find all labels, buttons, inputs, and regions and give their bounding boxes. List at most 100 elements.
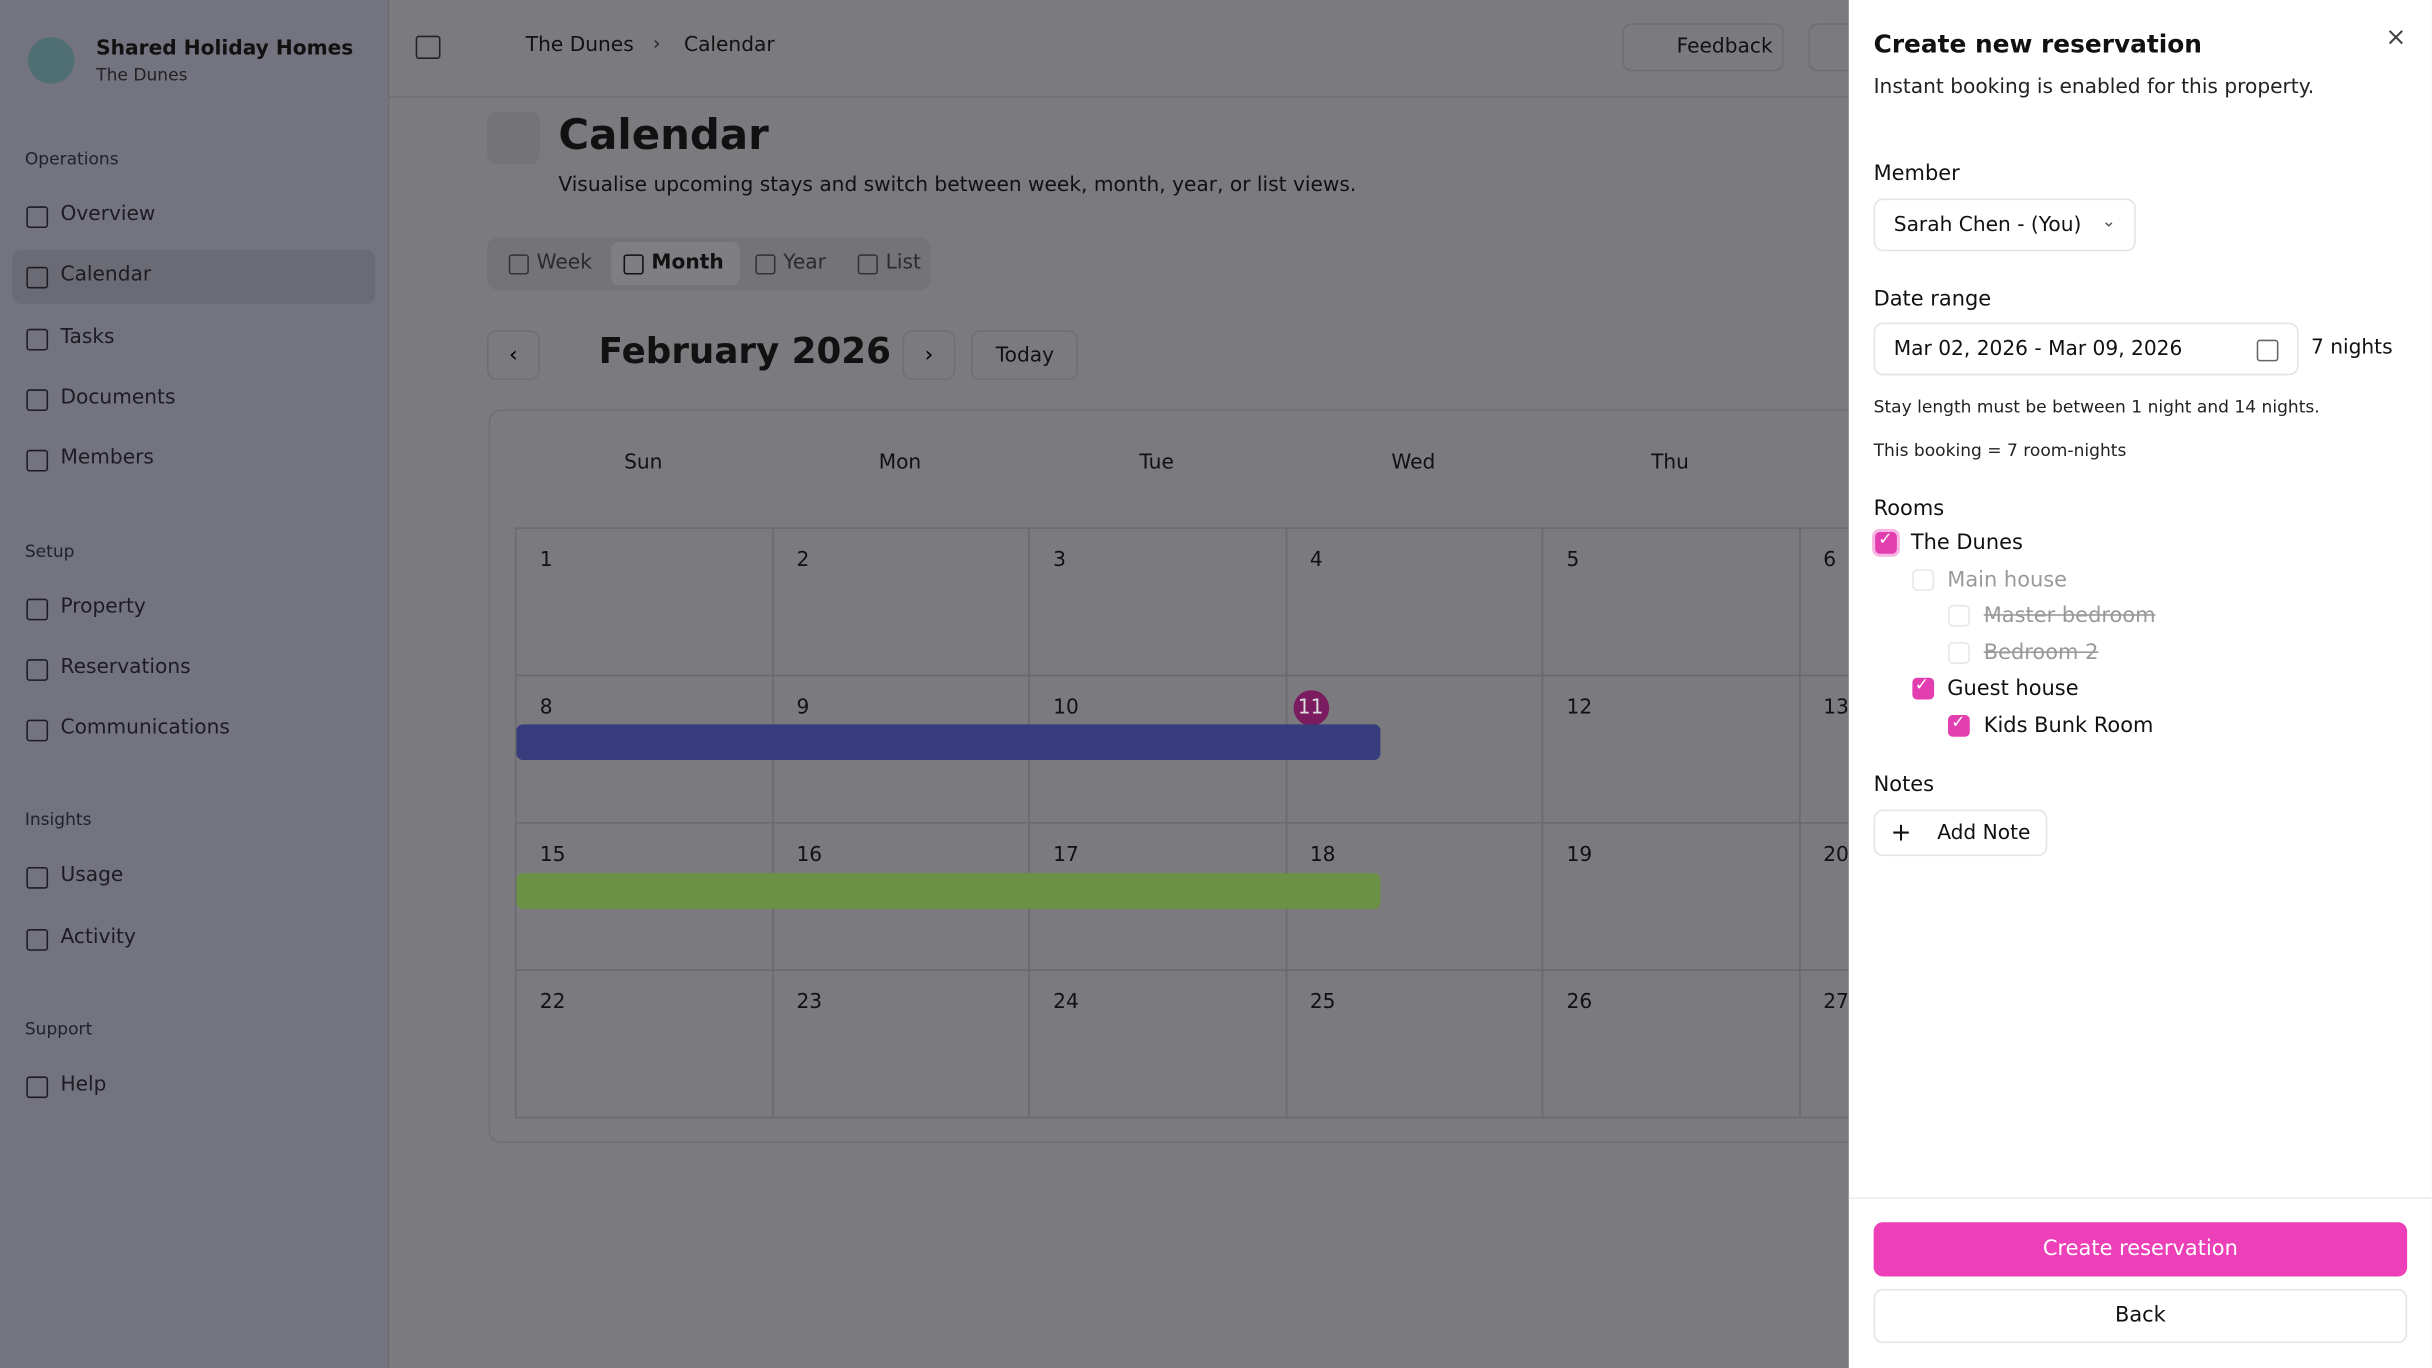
day-number: 3 — [1053, 549, 1066, 573]
weekday: Sun — [624, 451, 663, 475]
day-number: 15 — [539, 843, 566, 868]
nav-icon — [26, 450, 49, 472]
reservation-panel: Create new reservation × Instant booking… — [1848, 0, 2432, 1368]
member-select[interactable]: Sarah Chen - (You) ⌄ — [1873, 198, 2136, 252]
nav-item[interactable]: Usage — [12, 851, 375, 905]
checkbox[interactable]: ✓ — [1875, 529, 1897, 554]
nav-label: Communications — [60, 716, 230, 740]
checkbox[interactable]: ✓ — [1911, 674, 1934, 700]
day-number: 23 — [796, 991, 823, 1015]
property-name: The Dunes — [96, 65, 188, 86]
nav-item[interactable]: Communications — [12, 703, 375, 757]
nav-icon — [26, 267, 49, 289]
breadcrumb-item[interactable]: The Dunes — [525, 34, 634, 58]
day-cell[interactable]: 26 — [1541, 969, 1800, 1119]
sidebar-toggle[interactable] — [415, 35, 441, 59]
view-label: Month — [651, 251, 724, 275]
day-cell[interactable]: 2 — [771, 527, 1030, 677]
day-number: 18 — [1309, 843, 1336, 868]
nav-icon — [26, 928, 49, 951]
room-label: The Dunes — [1910, 530, 2023, 556]
day-number: 10 — [1053, 696, 1079, 720]
view-tab[interactable]: Month — [611, 241, 740, 286]
day-cell[interactable]: 24 — [1028, 969, 1287, 1119]
day-cell[interactable]: 19 — [1541, 822, 1800, 971]
room-tree: ✓ The Dunes Main house Master bedroom Bedroo… — [1849, 526, 2432, 759]
next-month[interactable]: › — [902, 330, 956, 380]
nav-label: Usage — [60, 864, 124, 888]
nav-item[interactable]: Activity — [12, 912, 375, 966]
room-nights: This booking = 7 room-nights — [1873, 440, 2127, 461]
nav-icon — [26, 389, 49, 411]
room-label: Kids Bunk Room — [1983, 712, 2154, 738]
nav-item[interactable]: Help — [12, 1059, 375, 1113]
prev-month[interactable]: ‹ — [487, 330, 540, 380]
day-cell[interactable]: 3 — [1028, 527, 1287, 677]
room-label: Guest house — [1947, 676, 2079, 702]
day-cell[interactable]: 22 — [514, 969, 774, 1119]
submit-button[interactable]: Create reservation — [1873, 1222, 2408, 1277]
panel-title: Create new reservation — [1873, 29, 2202, 59]
org-name: Shared Holiday Homes — [96, 37, 354, 61]
day-number: 27 — [1823, 991, 1849, 1015]
nav-icon — [26, 328, 49, 350]
view-tab[interactable]: List — [845, 242, 937, 285]
nav-icon — [26, 597, 49, 620]
notes-label: Notes — [1873, 772, 1935, 798]
date-value: Mar 02, 2026 - Mar 09, 2026 — [1893, 338, 2183, 362]
day-number: 16 — [796, 843, 823, 868]
day-cell[interactable]: 12 — [1541, 674, 1800, 824]
day-cell[interactable]: 4 — [1285, 527, 1544, 677]
checkbox[interactable]: ✓ — [1948, 711, 1970, 736]
date-input[interactable]: Mar 02, 2026 - Mar 09, 2026 — [1873, 322, 2299, 376]
day-cell[interactable]: 1 — [514, 527, 774, 677]
nav-label: Activity — [60, 925, 136, 949]
day-number: 6 — [1823, 549, 1837, 573]
breadcrumb-item[interactable]: Calendar — [683, 34, 775, 58]
day-cell[interactable]: 23 — [771, 969, 1030, 1119]
view-label: List — [885, 251, 921, 275]
view-icon — [508, 254, 529, 275]
check: ✓ — [1914, 674, 1930, 695]
nav-item[interactable]: Members — [12, 433, 375, 487]
view-tab[interactable]: Week — [496, 242, 608, 285]
date-label: Date range — [1873, 286, 1992, 312]
nav-label: Tasks — [60, 325, 115, 349]
reservation-bar[interactable] — [516, 873, 1381, 909]
member-label: Member — [1873, 161, 1960, 187]
nav-item[interactable]: Reservations — [12, 642, 375, 696]
view-tab[interactable]: Year — [743, 242, 842, 285]
nav-item[interactable]: Property — [12, 581, 375, 635]
page-subtitle: Visualise upcoming stays and switch betw… — [558, 173, 1357, 197]
nav-icon — [26, 206, 49, 228]
view-icon — [623, 254, 644, 275]
nav-item[interactable]: Tasks — [12, 311, 375, 365]
day-number: 5 — [1566, 549, 1580, 573]
weekday: Tue — [1139, 451, 1174, 475]
divider — [387, 96, 1849, 98]
day-number: 22 — [539, 991, 566, 1015]
nav-item[interactable]: Overview — [12, 189, 375, 243]
nav-item[interactable]: Calendar — [12, 250, 376, 305]
checkbox — [1911, 568, 1934, 591]
nav-icon — [26, 719, 49, 742]
reservation-bar[interactable] — [516, 724, 1381, 760]
back-button[interactable]: Back — [1873, 1288, 2408, 1344]
nav-item[interactable]: Documents — [12, 372, 375, 426]
day-cell[interactable]: 5 — [1541, 527, 1800, 677]
close-button[interactable]: × — [2385, 21, 2407, 52]
feedback-button[interactable]: Feedback — [1622, 23, 1784, 72]
section-title: Insights — [24, 810, 92, 831]
today-button[interactable]: Today — [970, 330, 1078, 380]
weekday: Wed — [1391, 451, 1436, 475]
day-number: 19 — [1566, 843, 1593, 868]
day-cell[interactable]: 25 — [1285, 969, 1544, 1119]
nav-label: Documents — [60, 386, 176, 410]
add-note-button[interactable]: + Add Note — [1873, 809, 2048, 857]
nav-icon — [26, 867, 49, 890]
nav-label: Calendar — [60, 264, 152, 288]
calendar: Sun Mon Tue Wed Thu 1 2 3 4 5 6 8 9 10 11 12 13 15 16 17 18 1… — [488, 409, 2057, 1144]
calendar-icon — [2256, 339, 2279, 362]
